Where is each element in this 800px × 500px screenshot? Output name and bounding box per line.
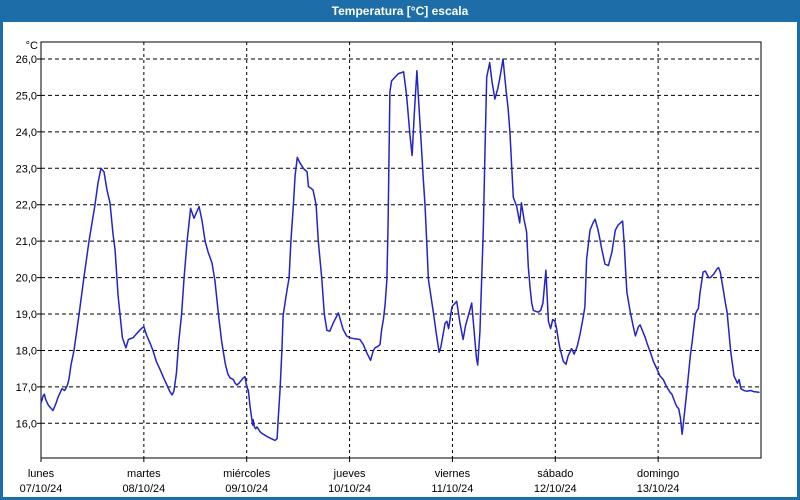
y-tick-label: 19,0 <box>16 309 37 321</box>
x-day-date-label: 10/10/24 <box>328 483 371 495</box>
y-tick-label: 23,0 <box>16 163 37 175</box>
x-day-date-label: 12/10/24 <box>534 483 577 495</box>
x-day-date-label: 13/10/24 <box>637 483 680 495</box>
plot-border <box>40 41 762 459</box>
temperature-line <box>40 58 760 442</box>
y-tick-label: 25,0 <box>16 90 37 102</box>
x-day-name-label: miércoles <box>223 468 271 480</box>
window-title: Temperatura [°C] escala <box>331 4 469 18</box>
y-tick-label: 17,0 <box>16 382 37 394</box>
y-tick-label: 21,0 <box>16 236 37 248</box>
y-tick-label: 18,0 <box>16 345 37 357</box>
x-day-date-label: 11/10/24 <box>431 483 473 495</box>
x-day-date-label: 09/10/24 <box>225 483 268 495</box>
x-day-date-label: 08/10/24 <box>122 483 165 495</box>
y-tick-label: 16,0 <box>16 418 37 430</box>
x-day-name-label: martes <box>127 468 161 480</box>
y-tick-label: 20,0 <box>16 273 37 285</box>
y-tick-label: 22,0 <box>16 200 37 212</box>
y-axis-unit-label: °C <box>26 40 38 52</box>
y-tick-label: 24,0 <box>16 127 37 139</box>
x-day-date-label: 07/10/24 <box>20 483 63 495</box>
y-tick-label: 26,0 <box>16 54 37 66</box>
window-titlebar: Temperatura [°C] escala <box>0 0 800 22</box>
x-day-name-label: lunes <box>28 468 55 480</box>
x-day-name-label: sábado <box>537 468 573 480</box>
x-day-name-label: viernes <box>435 468 471 480</box>
x-day-name-label: jueves <box>333 468 366 480</box>
x-day-name-label: domingo <box>637 468 679 480</box>
